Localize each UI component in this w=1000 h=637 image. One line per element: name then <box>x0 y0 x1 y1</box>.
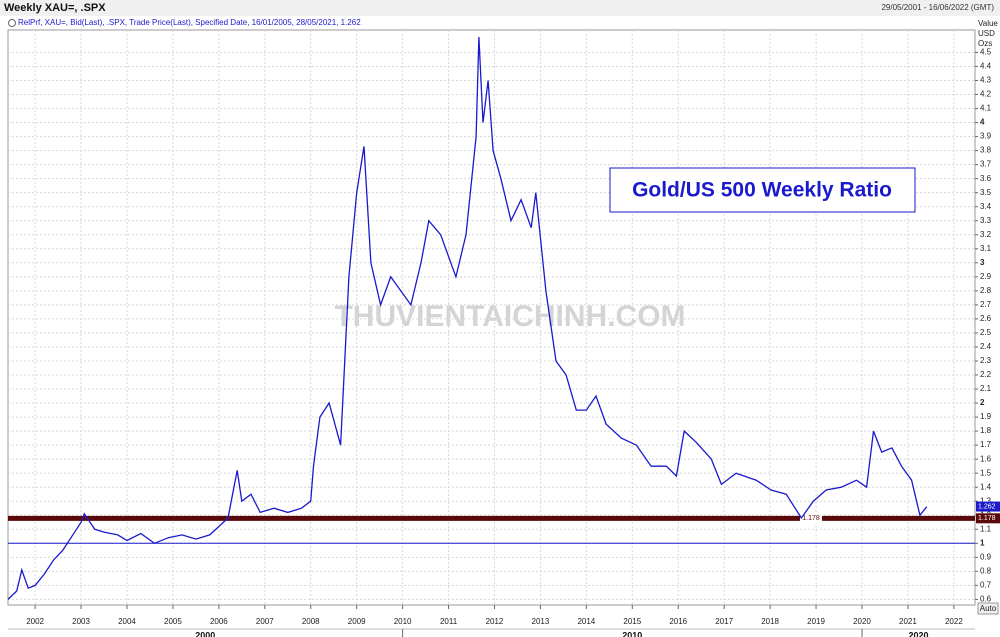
x-tick-label: 2011 <box>440 617 458 626</box>
y-tick-label: 3.1 <box>980 244 992 253</box>
decade-label: 2020 <box>908 630 928 637</box>
x-tick-label: 2017 <box>715 617 733 626</box>
y-tick-label: 4.3 <box>980 76 992 85</box>
y-axis-label: Ozs <box>978 39 992 48</box>
x-tick-label: 2005 <box>164 617 182 626</box>
y-tick-label: 3.4 <box>980 202 992 211</box>
y-tick-label: 2 <box>980 398 985 407</box>
x-tick-label: 2022 <box>945 617 963 626</box>
y-tick-label: 3.9 <box>980 132 992 141</box>
y-tick-label: 1.7 <box>980 440 992 449</box>
y-tick-label: 3.8 <box>980 146 992 155</box>
y-tick-label: 3.2 <box>980 230 992 239</box>
series-line <box>7 36 928 600</box>
y-axis-label: Value <box>978 19 998 28</box>
x-tick-label: 2009 <box>348 617 366 626</box>
support-label: 1.178 <box>802 515 820 522</box>
y-tick-label: 1.8 <box>980 426 992 435</box>
x-tick-label: 2002 <box>26 617 44 626</box>
x-tick-label: 2019 <box>807 617 825 626</box>
auto-button[interactable] <box>977 602 999 615</box>
x-tick-label: 2006 <box>210 617 228 626</box>
y-tick-label: 4.4 <box>980 62 992 71</box>
header-title: Weekly XAU=, .SPX <box>4 2 106 14</box>
plot-frame <box>7 29 976 606</box>
last-value-box <box>976 501 1000 512</box>
y-tick-label: 3 <box>980 258 985 267</box>
y-tick-label: 2.7 <box>980 300 992 309</box>
y-tick-label: 1.5 <box>980 468 992 477</box>
title-box <box>609 167 916 213</box>
header-bar <box>0 0 1000 16</box>
x-tick-label: 2013 <box>532 617 550 626</box>
support-axis-box <box>976 513 1000 524</box>
last-value-label: 1.262 <box>978 503 996 510</box>
y-tick-label: 3.5 <box>980 188 992 197</box>
x-tick-label: 2015 <box>623 617 641 626</box>
y-tick-label: 2.1 <box>980 384 992 393</box>
y-tick-label: 1.3 <box>980 496 992 505</box>
x-tick-label: 2004 <box>118 617 136 626</box>
legend-icon <box>8 19 16 27</box>
x-tick-label: 2003 <box>72 617 90 626</box>
y-tick-label: 1.9 <box>980 412 992 421</box>
y-tick-label: 1.4 <box>980 482 992 491</box>
y-tick-label: 0.7 <box>980 580 992 589</box>
y-tick-label: 4.2 <box>980 90 992 99</box>
y-tick-label: 2.4 <box>980 342 992 351</box>
y-tick-label: 1.1 <box>980 524 992 533</box>
support-label-bg <box>800 513 822 524</box>
y-tick-label: 4.1 <box>980 104 992 113</box>
y-tick-label: 1.6 <box>980 454 992 463</box>
y-tick-label: 0.9 <box>980 552 992 561</box>
y-tick-label: 2.5 <box>980 328 992 337</box>
y-tick-label: 3.6 <box>980 174 992 183</box>
y-tick-label: 2.8 <box>980 286 992 295</box>
y-tick-label: 3.7 <box>980 160 992 169</box>
watermark: THUVIENTAICHINH.COM <box>334 300 685 333</box>
y-tick-label: 2.2 <box>980 370 992 379</box>
x-tick-label: 2016 <box>669 617 687 626</box>
y-tick-label: 2.6 <box>980 314 992 323</box>
decade-label: 2010 <box>622 630 642 637</box>
y-tick-label: 1 <box>980 538 985 547</box>
decade-label: 2000 <box>195 630 215 637</box>
x-tick-label: 2018 <box>761 617 779 626</box>
x-tick-label: 2020 <box>853 617 871 626</box>
y-tick-label: 0.8 <box>980 566 992 575</box>
y-tick-label: 3.3 <box>980 216 992 225</box>
support-axis-label: 1.178 <box>978 515 996 522</box>
x-tick-label: 2010 <box>394 617 412 626</box>
x-tick-label: 2007 <box>256 617 274 626</box>
y-tick-label: 2.9 <box>980 272 992 281</box>
x-tick-label: 2021 <box>899 617 917 626</box>
header-date-range: 29/05/2001 - 16/06/2022 (GMT) <box>881 3 994 12</box>
x-tick-label: 2008 <box>302 617 320 626</box>
y-tick-label: 4.5 <box>980 48 992 57</box>
y-tick-label: 0.6 <box>980 594 992 603</box>
x-tick-label: 2012 <box>486 617 504 626</box>
chart-title: Gold/US 500 Weekly Ratio <box>632 179 892 202</box>
x-tick-label: 2014 <box>577 617 595 626</box>
legend-text: RelPrf, XAU=, Bid(Last), .SPX, Trade Pri… <box>18 18 361 27</box>
y-tick-label: 4 <box>980 118 985 127</box>
y-tick-label: 2.3 <box>980 356 992 365</box>
y-axis-label: USD <box>978 29 995 38</box>
auto-label[interactable]: Auto <box>980 604 997 613</box>
